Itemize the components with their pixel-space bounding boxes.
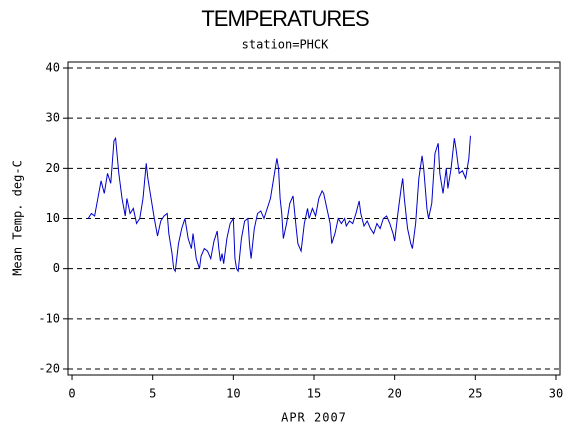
data-line xyxy=(87,135,471,273)
x-tick-label: 20 xyxy=(387,387,401,401)
y-tick-label: 0 xyxy=(53,261,60,275)
y-tick-label: 40 xyxy=(46,61,60,75)
y-tick-label: -20 xyxy=(38,361,60,375)
x-tick-label: 30 xyxy=(549,387,563,401)
chart-title: TEMPERATURES xyxy=(201,6,369,31)
x-tick-label: 5 xyxy=(149,387,156,401)
x-tick-label: 25 xyxy=(468,387,482,401)
x-tick-label: 15 xyxy=(307,387,321,401)
x-axis-label: APR 2007 xyxy=(281,411,347,425)
y-tick-label: 20 xyxy=(46,161,60,175)
y-tick-label: 30 xyxy=(46,111,60,125)
x-tick-label: 0 xyxy=(68,387,75,401)
x-tick-label: 10 xyxy=(226,387,240,401)
y-tick-label: 10 xyxy=(46,211,60,225)
y-tick-label: -10 xyxy=(38,311,60,325)
chart-subtitle: station=PHCK xyxy=(242,38,329,52)
y-axis-label: Mean Temp. deg-C xyxy=(11,160,25,276)
